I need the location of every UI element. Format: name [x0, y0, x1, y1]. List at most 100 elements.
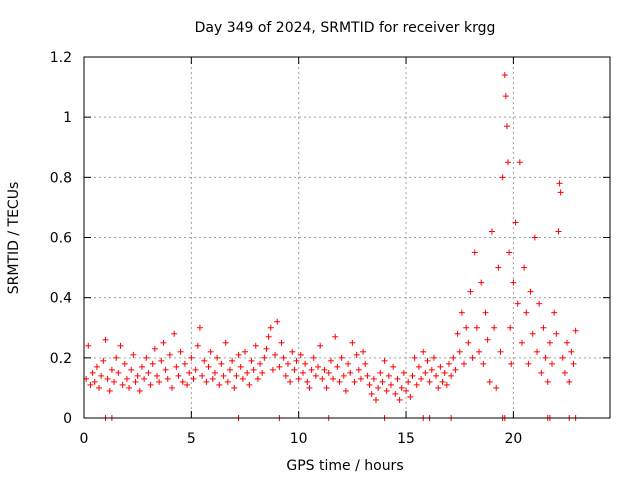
- data-point: [138, 363, 145, 370]
- data-point: [334, 363, 341, 370]
- data-point: [538, 369, 545, 376]
- data-point: [216, 381, 223, 388]
- data-point: [478, 279, 485, 286]
- data-point: [276, 363, 283, 370]
- data-point: [499, 174, 506, 181]
- data-point: [164, 375, 171, 382]
- data-point: [516, 159, 523, 166]
- data-point: [252, 342, 259, 349]
- data-point: [162, 366, 169, 373]
- data-point: [529, 330, 536, 337]
- data-point: [295, 375, 302, 382]
- data-point: [536, 300, 543, 307]
- x-tick-label: 15: [397, 431, 415, 447]
- data-point: [385, 372, 392, 379]
- data-point: [534, 348, 541, 355]
- data-point: [392, 390, 399, 397]
- data-point: [267, 324, 274, 331]
- data-point: [188, 354, 195, 361]
- data-point: [141, 375, 148, 382]
- data-point: [239, 375, 246, 382]
- data-point: [379, 378, 386, 385]
- data-point: [115, 369, 122, 376]
- data-point: [473, 324, 480, 331]
- data-point: [121, 360, 128, 367]
- data-point: [347, 369, 354, 376]
- data-point: [297, 351, 304, 358]
- data-point: [351, 378, 358, 385]
- data-point: [476, 348, 483, 355]
- data-point: [93, 363, 100, 370]
- data-point: [409, 372, 416, 379]
- data-point: [443, 381, 450, 388]
- data-point: [317, 342, 324, 349]
- data-point: [136, 387, 143, 394]
- data-point: [151, 345, 158, 352]
- data-point: [491, 324, 498, 331]
- data-point: [319, 375, 326, 382]
- data-point: [360, 348, 367, 355]
- data-point: [340, 372, 347, 379]
- data-point: [523, 309, 530, 316]
- axis-ticks: 0 0.2 0.4 0.6 0.8 1 1.2 0 5 10 15 20: [50, 50, 610, 447]
- data-point: [381, 357, 388, 364]
- data-point: [549, 360, 556, 367]
- data-point: [149, 360, 156, 367]
- data-point: [428, 366, 435, 373]
- data-point: [106, 387, 113, 394]
- data-point: [407, 393, 414, 400]
- data-point: [546, 339, 553, 346]
- data-point: [237, 363, 244, 370]
- data-point: [143, 354, 150, 361]
- data-point: [246, 381, 253, 388]
- data-point: [450, 354, 457, 361]
- data-point: [437, 363, 444, 370]
- data-point: [336, 378, 343, 385]
- data-point: [497, 348, 504, 355]
- data-point: [113, 354, 120, 361]
- data-point: [186, 369, 193, 376]
- data-point: [291, 366, 298, 373]
- data-point: [323, 384, 330, 391]
- data-point: [482, 309, 489, 316]
- data-point: [525, 360, 532, 367]
- data-point: [308, 366, 315, 373]
- data-point: [544, 378, 551, 385]
- data-point: [512, 219, 519, 226]
- data-point: [396, 396, 403, 403]
- data-point: [364, 372, 371, 379]
- data-point: [287, 378, 294, 385]
- data-point: [244, 369, 251, 376]
- data-point: [265, 333, 272, 340]
- data-point: [542, 354, 549, 361]
- data-point: [130, 351, 137, 358]
- data-point: [179, 378, 186, 385]
- data-point: [289, 348, 296, 355]
- data-point: [203, 378, 210, 385]
- data-point: [415, 363, 422, 370]
- data-point: [471, 249, 478, 256]
- chart-title: Day 349 of 2024, SRMTID for receiver krg…: [195, 20, 496, 36]
- data-point: [553, 330, 560, 337]
- data-point: [403, 387, 410, 394]
- data-point: [458, 309, 465, 316]
- data-point: [383, 387, 390, 394]
- data-marks: [83, 72, 579, 421]
- data-point: [207, 348, 214, 355]
- data-point: [342, 387, 349, 394]
- data-point: [564, 339, 571, 346]
- data-point: [190, 375, 197, 382]
- data-point: [422, 369, 429, 376]
- data-point: [448, 372, 455, 379]
- data-point: [435, 384, 442, 391]
- data-point: [405, 378, 412, 385]
- data-point: [269, 366, 276, 373]
- data-point: [508, 360, 515, 367]
- data-point: [209, 375, 216, 382]
- data-point: [293, 357, 300, 364]
- data-point: [420, 348, 427, 355]
- data-point: [439, 378, 446, 385]
- data-point: [559, 354, 566, 361]
- y-tick-label: 1.2: [50, 50, 72, 66]
- data-point: [282, 372, 289, 379]
